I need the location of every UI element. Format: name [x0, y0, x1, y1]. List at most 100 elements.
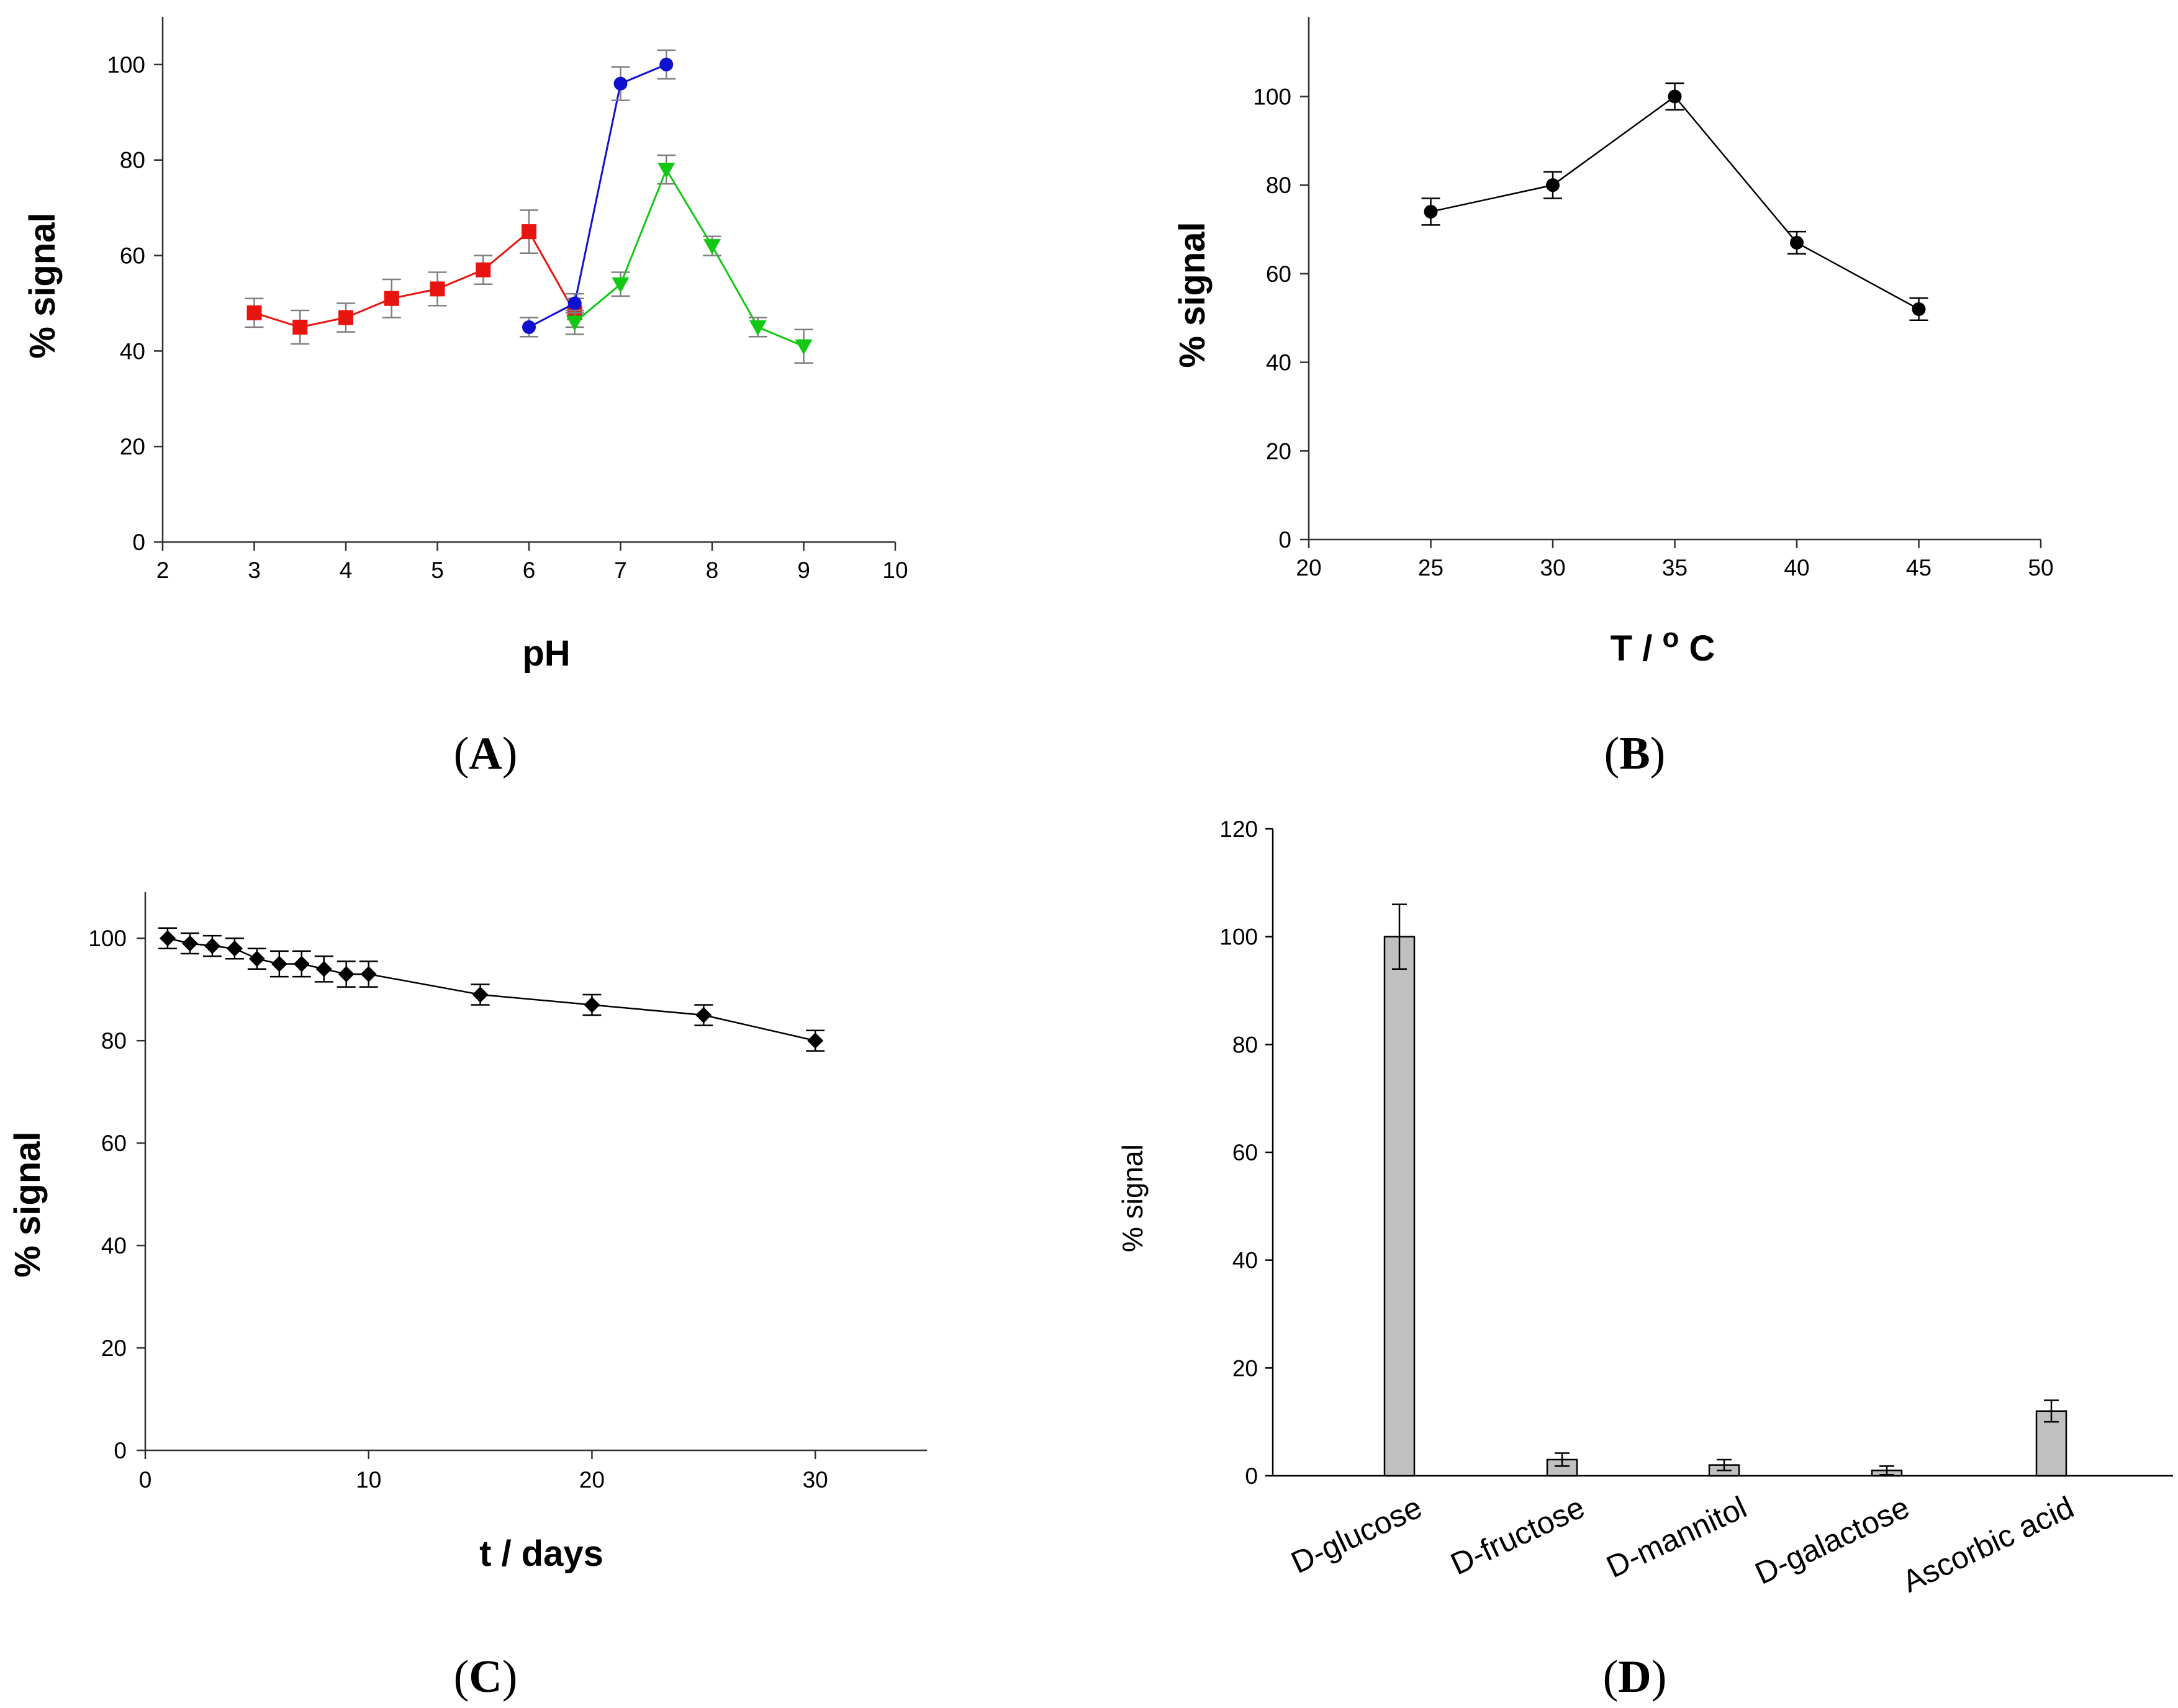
panel-a-x-tick-label: 3	[248, 558, 261, 583]
panel-a-x-tick-label: 7	[614, 558, 627, 583]
panel-b-x-tick-label: 50	[2028, 555, 2053, 581]
panel-a-x-tick-label: 4	[340, 558, 353, 583]
panel-c-series-1-line	[167, 938, 816, 1042]
panel-d-category-label: D-galactose	[1750, 1489, 1914, 1591]
panel-c-x-tick-label: 30	[803, 1467, 828, 1493]
panel-label-a-letter: A	[469, 728, 502, 779]
panel-c-y-tick-label: 60	[101, 1131, 127, 1156]
panel-b-x-axis-title: T / o C	[1611, 623, 1715, 669]
panel-b-x-tick-label: 40	[1784, 555, 1809, 581]
panel-a-series-3-point	[795, 339, 813, 355]
panel-c-y-tick-label: 20	[101, 1335, 127, 1361]
panel-c-series-1-point	[584, 996, 600, 1013]
panel-c-series-1-point	[472, 986, 489, 1003]
panel-a-series-3-point	[566, 315, 584, 332]
panel-c-series-1-point	[360, 965, 377, 982]
panel-d-bar	[1383, 936, 1416, 1477]
panel-c-x-tick-label: 10	[356, 1467, 381, 1493]
panel-d-y-axis-title: % signal	[1116, 1144, 1149, 1252]
panel-c-series-1-point	[248, 951, 265, 967]
panel-b-x-tick-label: 20	[1296, 555, 1321, 581]
panel-label-b-letter: B	[1619, 728, 1650, 779]
panel-a-series-1-line	[254, 230, 576, 328]
panel-c-y-tick-label: 40	[101, 1233, 127, 1258]
panel-a-series-1-point	[246, 305, 262, 320]
panel-c-series-1-point	[271, 956, 287, 972]
panel-a-y-tick-label: 40	[120, 338, 145, 364]
panel-c-series-1-point	[226, 940, 243, 957]
panel-a-y-axis-title: % signal	[22, 212, 63, 358]
panel-b-x-tick-label: 30	[1540, 555, 1565, 581]
panel-c-y-tick-label: 0	[114, 1438, 127, 1463]
panel-d-y-tick-label: 60	[1232, 1140, 1258, 1165]
panel-b-series-1-point	[1668, 89, 1682, 104]
panel-c-y-axis-title: % signal	[7, 1131, 48, 1277]
panel-a-x-tick-label: 5	[431, 558, 444, 583]
panel-a-series-1-point	[338, 310, 353, 325]
panel-a-series-2-point	[567, 296, 582, 310]
panel-c-chart: 0 10 20 30 0 20 40 60 80 100 % signal t / days	[7, 892, 927, 1574]
panel-b-series-1-point	[1424, 204, 1438, 219]
panel-d-category-label: D-glucose	[1286, 1489, 1427, 1580]
panel-a-series-3-point	[657, 163, 676, 179]
panel-b-series-1-point	[1912, 302, 1926, 316]
panel-a-series-1-point	[476, 262, 491, 278]
panel-a-series-2-point	[613, 76, 628, 91]
panel-d-chart: 0 20 40 60 80 100 120 % signal D-glucose D-fructo…	[1116, 816, 2173, 1599]
panel-a-series-2-point	[659, 57, 674, 71]
panel-label-b: (B)	[1604, 728, 1666, 779]
panel-d-category-label: D-fructose	[1445, 1489, 1590, 1581]
panel-a-y-tick-label: 60	[120, 243, 145, 269]
panel-b-y-axis-title: % signal	[1172, 222, 1213, 368]
panel-d-y-tick-label: 0	[1245, 1463, 1258, 1489]
panel-label-d-letter: D	[1618, 1652, 1651, 1702]
panel-label-d: (D)	[1603, 1652, 1667, 1702]
panel-a-series-1-point	[522, 224, 536, 240]
panel-a-y-tick-label: 100	[107, 52, 145, 78]
panel-c-series-1-point	[159, 930, 176, 947]
panel-a-y-tick-label: 80	[120, 148, 145, 173]
panel-a-x-tick-label: 2	[156, 558, 169, 583]
panel-d-y-tick-label: 20	[1232, 1355, 1258, 1381]
panel-c-x-tick-label: 20	[579, 1467, 605, 1493]
panel-a-series-2-point	[522, 320, 536, 334]
panel-a-series-1-point	[430, 281, 445, 297]
panel-a-series-3-point	[612, 277, 630, 293]
panel-a-series-3-point	[703, 239, 721, 255]
panel-c-series-1-point	[293, 956, 310, 972]
panel-a-x-tick-label: 6	[523, 558, 536, 583]
panel-c-series-1-point	[338, 965, 355, 982]
panel-b-x-tick-label: 45	[1906, 555, 1932, 581]
panel-d-y-tick-label: 100	[1219, 924, 1258, 950]
panel-label-c: (C)	[454, 1652, 518, 1702]
panel-a-series-3-point	[749, 320, 767, 336]
panel-b-series-1-point	[1790, 235, 1804, 250]
panel-c-series-1-point	[181, 935, 198, 952]
panel-c-x-tick-label: 0	[139, 1467, 152, 1493]
panel-a-series-2-line	[528, 63, 667, 328]
panel-b-y-tick-label: 80	[1266, 173, 1291, 198]
panel-a-series-1-point	[384, 291, 399, 306]
panel-a-series-1-point	[292, 319, 308, 335]
panel-d-category-label: Ascorbic acid	[1897, 1489, 2079, 1599]
panel-b-series-1-point	[1546, 178, 1560, 192]
panel-a-x-tick-label: 10	[882, 558, 908, 583]
panel-b-y-tick-label: 0	[1278, 527, 1291, 553]
panel-b-x-tick-label: 25	[1418, 555, 1444, 581]
panel-label-a: (A)	[454, 728, 518, 779]
panel-b-y-tick-label: 100	[1253, 84, 1291, 109]
panel-a-x-tick-label: 9	[797, 558, 810, 583]
panel-label-c-letter: C	[469, 1652, 502, 1702]
panel-d-y-tick-label: 80	[1232, 1032, 1258, 1057]
panel-c-x-axis-title: t / days	[479, 1534, 603, 1574]
panel-a-y-tick-label: 0	[132, 530, 145, 555]
panel-c-y-tick-label: 80	[101, 1028, 127, 1054]
panel-d-y-tick-label: 120	[1219, 816, 1258, 842]
panel-b-series-1-line	[1430, 95, 1920, 310]
panel-b-x-tick-label: 35	[1662, 555, 1688, 581]
panel-c-y-tick-label: 100	[88, 926, 127, 951]
panel-d-category-label: D-mannitol	[1601, 1489, 1752, 1584]
